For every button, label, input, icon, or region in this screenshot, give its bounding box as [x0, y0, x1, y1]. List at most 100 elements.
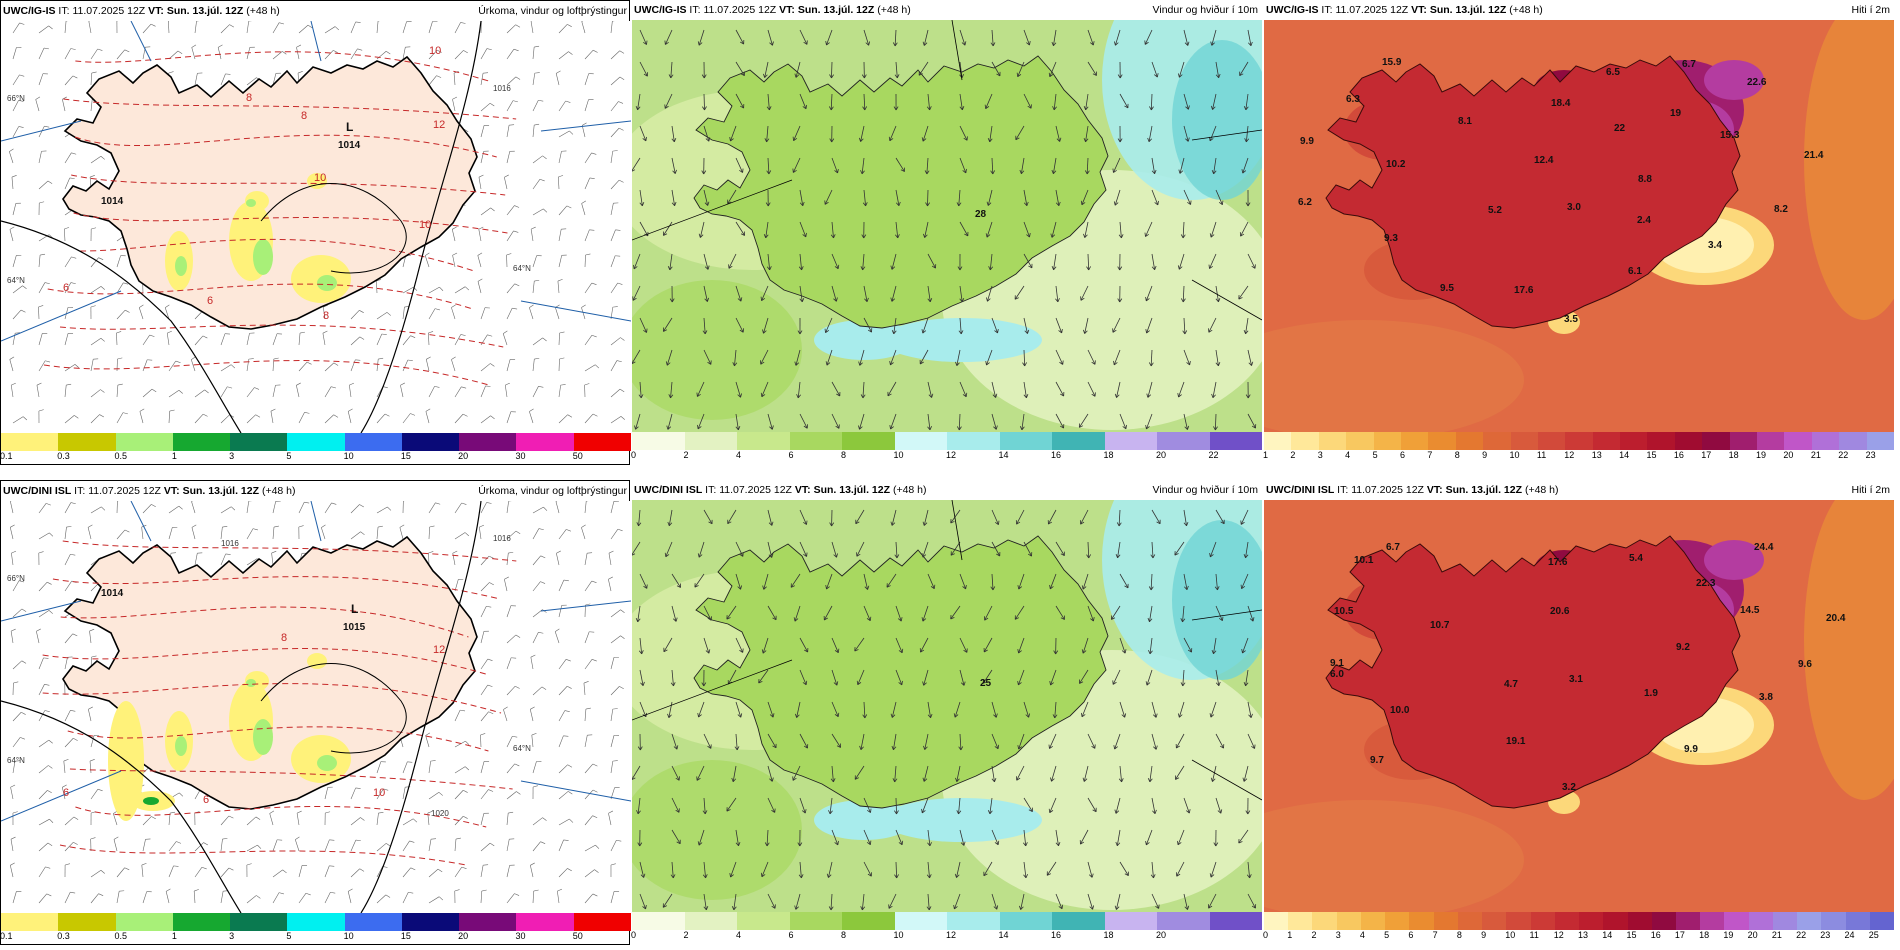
colorbar: 1 2 3 4 5 6 7 8 9 10 11 12 13 14 15 16 17 18 19 20 21 22 23 — [1263, 432, 1894, 462]
colorbar-tick: 2 — [1290, 450, 1296, 460]
colorbar-swatch — [344, 913, 402, 931]
colorbar-tick: 25 — [1868, 930, 1879, 940]
colorbar-tick: 22 — [1796, 930, 1807, 940]
colorbar: 0.1 0.3 0.5 1 3 5 10 15 20 30 50 — [0, 433, 631, 463]
colorbar-tick: 10 — [343, 451, 354, 461]
map-label: 1020 — [431, 809, 449, 818]
colorbar-swatch — [1797, 912, 1822, 930]
colorbar-swatch — [1157, 912, 1210, 930]
colorbar-swatch — [1839, 432, 1867, 450]
map-label: L — [346, 120, 353, 134]
map-canvas: 15.9 6.5 6.7 22.6 6.3 18.4 8.1 22 19 15.3 9.9 21.4 1… — [1264, 20, 1894, 432]
it-value: 11.07.2025 12Z — [72, 5, 146, 17]
panel-title: Vindur og hviður í 10m — [1152, 484, 1258, 496]
map-label: 18.4 — [1551, 98, 1571, 109]
colorbar-swatch — [1360, 912, 1386, 930]
vt-value: Sun. 13.júl. 12Z — [813, 484, 891, 496]
map-label: 9.6 — [1798, 659, 1812, 670]
colorbar-tick: 14 — [1619, 450, 1630, 460]
panel-title: Hiti í 2m — [1851, 4, 1890, 16]
map-label: 12.4 — [1534, 155, 1554, 166]
colorbar-swatch — [1104, 912, 1157, 930]
colorbar-swatch — [1510, 432, 1538, 450]
colorbar-tick: 20 — [458, 451, 469, 461]
map-label: 1016 — [493, 534, 511, 543]
colorbar-swatch — [1336, 912, 1361, 930]
colorbar-tick: 24 — [1844, 930, 1855, 940]
map-label: 19 — [1670, 108, 1682, 119]
it-value: 11.07.2025 12Z — [1351, 484, 1424, 496]
panel-temp-igis: UWC/IG-IS IT: 11.07.2025 12Z VT: Sun. 13… — [1263, 0, 1894, 465]
colorbar-tick: 20 — [1747, 930, 1758, 940]
panel-precip-dini: UWC/DINI ISL IT: 11.07.2025 12Z VT: Sun.… — [0, 480, 631, 945]
map-label: 64°N — [7, 276, 25, 285]
colorbar-tick: 10 — [343, 931, 354, 941]
colorbar-tick: 30 — [515, 931, 526, 941]
map-label: 15.9 — [1382, 57, 1402, 68]
isobars — [1, 501, 482, 913]
map-label: 66°N — [7, 574, 25, 583]
colorbar-tick: 15 — [400, 931, 411, 941]
colorbar-tick: 2 — [683, 450, 689, 460]
colorbar-tick: 0.5 — [114, 451, 128, 461]
colorbar-tick: 10 — [893, 450, 904, 460]
colorbar-swatch — [115, 433, 173, 451]
colorbar-swatch — [1428, 432, 1456, 450]
map-label: 1015 — [343, 622, 366, 633]
colorbar-tick: 30 — [515, 451, 526, 461]
colorbar-tick: 1 — [171, 451, 177, 461]
colorbar-swatch — [894, 912, 947, 930]
colorbar-swatch — [1373, 432, 1401, 450]
colorbar-swatch — [1772, 912, 1798, 930]
map-label: 12 — [433, 119, 445, 131]
map-label: 10 — [314, 172, 326, 184]
map-label: 12 — [433, 644, 445, 656]
map-label: 10.7 — [1430, 620, 1450, 631]
colorbar-swatch — [1537, 432, 1566, 450]
colorbar-tick: 11 — [1536, 450, 1547, 460]
colorbar-tick: 5 — [1372, 450, 1378, 460]
vt-label: VT: — [1411, 4, 1427, 16]
colorbar-tick: 12 — [946, 450, 957, 460]
vt-value: Sun. 13.júl. 12Z — [166, 5, 244, 17]
map-label: 9.5 — [1440, 283, 1454, 294]
wind-map: 25 — [632, 500, 1262, 912]
wind-arrows — [632, 29, 1257, 431]
colorbar-tick: 17 — [1701, 450, 1712, 460]
colorbar-tick: 16 — [1051, 450, 1062, 460]
meridians — [1, 501, 631, 822]
colorbar-swatch — [1627, 912, 1652, 930]
colorbar-swatch — [401, 913, 460, 931]
map-label: 17.6 — [1514, 285, 1534, 296]
colorbar-tick: 6 — [788, 450, 794, 460]
colorbar-tick: 2 — [1311, 930, 1317, 940]
map-canvas: 25 — [632, 500, 1262, 912]
colorbar-swatch — [999, 432, 1052, 450]
panel-header: UWC/IG-IS IT: 11.07.2025 12Z VT: Sun. 13… — [1264, 0, 1894, 20]
colorbar-swatch — [1400, 432, 1429, 450]
colorbar-tick: 9 — [1482, 450, 1488, 460]
panel-wind-igis: UWC/IG-IS IT: 11.07.2025 12Z VT: Sun. 13… — [631, 0, 1262, 465]
model-name: UWC/IG-IS — [3, 5, 56, 17]
colorbar-swatch — [230, 433, 288, 451]
map-label: 3.2 — [1562, 782, 1576, 793]
map-label: 9.9 — [1300, 136, 1314, 147]
panel-header: UWC/DINI ISL IT: 11.07.2025 12Z VT: Sun.… — [632, 480, 1262, 500]
colorbar-tick: 21 — [1810, 450, 1821, 460]
colorbar-swatch — [1291, 432, 1319, 450]
colorbar-swatch — [230, 913, 288, 931]
grid-lines — [632, 20, 1262, 321]
colorbar-swatch — [172, 913, 231, 931]
colorbar-swatch — [459, 433, 517, 451]
colorbar: 0.1 0.3 0.5 1 3 5 10 15 20 30 50 — [0, 913, 631, 943]
colorbar-tick: 4 — [1359, 930, 1365, 940]
it-label: IT: — [1337, 484, 1349, 496]
map-label: 64°N — [513, 744, 531, 753]
map-label: 25 — [980, 678, 992, 689]
panel-title: Úrkoma, vindur og loftþrýstingur — [478, 5, 627, 17]
colorbar-tick: 7 — [1427, 450, 1433, 460]
colorbar-swatch — [894, 432, 947, 450]
colorbar-swatch — [1, 913, 59, 931]
colorbar-swatch — [1748, 912, 1773, 930]
colorbar-tick: 3 — [1335, 930, 1341, 940]
